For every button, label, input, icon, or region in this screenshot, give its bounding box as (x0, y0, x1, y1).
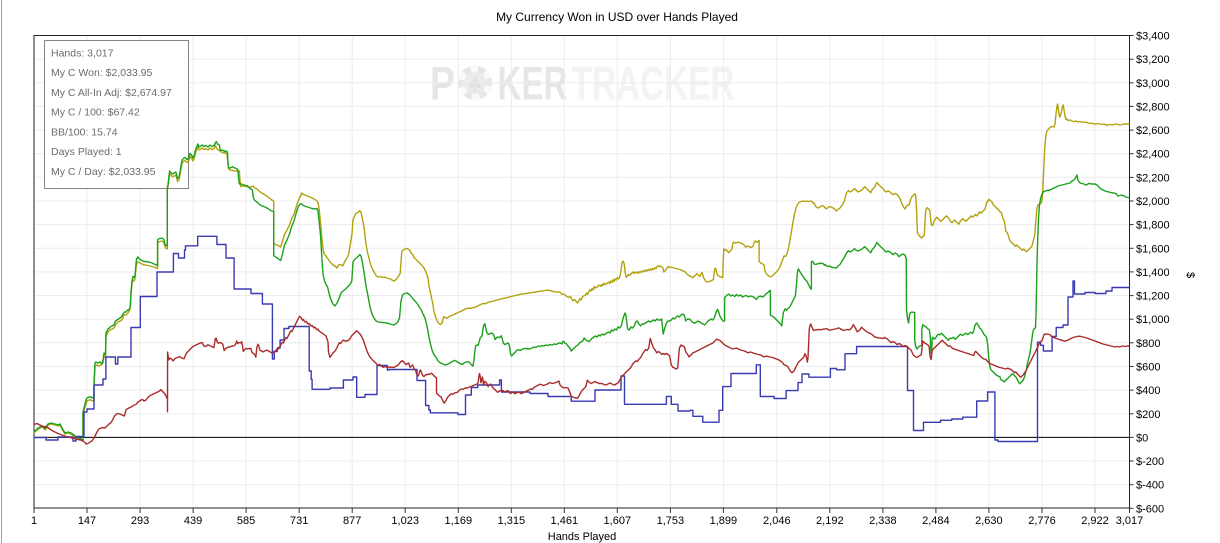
svg-text:$1,200: $1,200 (1136, 291, 1170, 303)
svg-text:My C / Day: $2,033.95: My C / Day: $2,033.95 (51, 166, 156, 178)
svg-text:1,315: 1,315 (498, 515, 526, 527)
svg-text:1,899: 1,899 (710, 515, 738, 527)
svg-text:My C Won: $2,033.95: My C Won: $2,033.95 (51, 67, 153, 79)
svg-text:My Currency Won in USD over Ha: My Currency Won in USD over Hands Played (496, 10, 738, 24)
svg-text:731: 731 (290, 515, 308, 527)
svg-text:2,338: 2,338 (869, 515, 897, 527)
svg-text:2,630: 2,630 (975, 515, 1003, 527)
svg-text:BB/100: 15.74: BB/100: 15.74 (51, 126, 118, 138)
svg-text:877: 877 (343, 515, 361, 527)
svg-text:2,484: 2,484 (922, 515, 950, 527)
svg-text:$0: $0 (1136, 432, 1148, 444)
svg-text:Hands Played: Hands Played (548, 531, 617, 543)
svg-text:1,023: 1,023 (391, 515, 419, 527)
svg-text:1: 1 (31, 515, 37, 527)
svg-text:1,169: 1,169 (445, 515, 473, 527)
svg-text:293: 293 (131, 515, 149, 527)
svg-text:3,017: 3,017 (1116, 515, 1144, 527)
svg-text:$-400: $-400 (1136, 480, 1164, 492)
svg-text:$-200: $-200 (1136, 456, 1164, 468)
svg-text:My C / 100: $67.42: My C / 100: $67.42 (51, 107, 140, 119)
svg-text:$1,800: $1,800 (1136, 220, 1170, 232)
svg-text:$2,200: $2,200 (1136, 172, 1170, 184)
svg-text:1,753: 1,753 (657, 515, 685, 527)
svg-text:$800: $800 (1136, 338, 1160, 350)
svg-text:$-600: $-600 (1136, 503, 1164, 515)
svg-text:$400: $400 (1136, 385, 1160, 397)
svg-text:♠: ♠ (468, 69, 481, 97)
svg-text:1,607: 1,607 (604, 515, 632, 527)
svg-text:$200: $200 (1136, 409, 1160, 421)
svg-text:$2,800: $2,800 (1136, 101, 1170, 113)
svg-text:Hands: 3,017: Hands: 3,017 (51, 47, 114, 59)
svg-text:2,046: 2,046 (763, 515, 791, 527)
svg-text:$3,000: $3,000 (1136, 78, 1170, 90)
svg-text:439: 439 (184, 515, 202, 527)
svg-text:$: $ (1184, 272, 1196, 278)
svg-text:$600: $600 (1136, 362, 1160, 374)
svg-text:2,776: 2,776 (1028, 515, 1056, 527)
svg-text:2,192: 2,192 (816, 515, 844, 527)
svg-text:$2,400: $2,400 (1136, 149, 1170, 161)
svg-text:$1,600: $1,600 (1136, 243, 1170, 255)
svg-text:$3,400: $3,400 (1136, 31, 1170, 43)
svg-text:$1,000: $1,000 (1136, 314, 1170, 326)
svg-text:$1,400: $1,400 (1136, 267, 1170, 279)
svg-text:Days Played: 1: Days Played: 1 (51, 146, 122, 158)
svg-text:147: 147 (78, 515, 96, 527)
svg-text:$2,600: $2,600 (1136, 125, 1170, 137)
svg-text:My C All-In Adj: $2,674.97: My C All-In Adj: $2,674.97 (51, 87, 172, 99)
svg-text:585: 585 (237, 515, 255, 527)
svg-text:1,461: 1,461 (551, 515, 579, 527)
svg-text:$2,000: $2,000 (1136, 196, 1170, 208)
svg-text:2,922: 2,922 (1081, 515, 1109, 527)
svg-text:$3,200: $3,200 (1136, 54, 1170, 66)
